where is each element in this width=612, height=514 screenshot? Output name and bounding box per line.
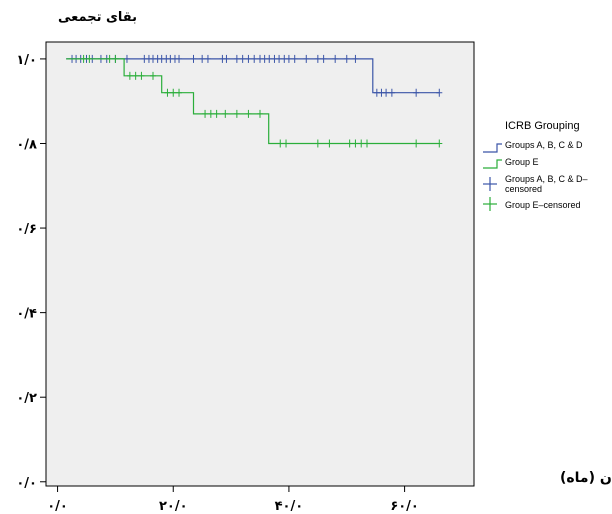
legend-label-censor-0-line1: Groups A, B, C & D–	[505, 174, 588, 184]
censor-mark	[245, 54, 252, 63]
censor-mark	[204, 54, 211, 63]
y-tick-label: ۱/۰	[16, 53, 37, 68]
x-tick-label: ۰/۰	[47, 499, 68, 514]
censor-mark	[112, 54, 119, 63]
censor-mark	[239, 54, 246, 63]
censor-mark	[413, 88, 420, 97]
censor-mark	[123, 54, 130, 63]
censor-mark	[207, 109, 214, 118]
censor-mark	[80, 54, 87, 63]
censor-mark	[222, 109, 229, 118]
censor-mark	[170, 88, 177, 97]
x-axis-title: زمان (ماه)	[560, 470, 612, 486]
legend-label-censor-1: Group E–censored	[505, 200, 581, 210]
y-tick-label: ۰/۶	[16, 222, 37, 237]
legend-label-censor-0: Groups A, B, C & D– censored	[505, 174, 590, 194]
series-layer	[66, 54, 443, 148]
y-tick-label: ۰/۸	[16, 137, 37, 152]
censor-mark	[138, 71, 145, 80]
censor-mark	[190, 54, 197, 63]
y-tick-label: ۰/۴	[16, 307, 37, 322]
censor-mark	[233, 109, 240, 118]
censor-mark	[314, 54, 321, 63]
censor-mark	[320, 54, 327, 63]
censor-mark	[176, 88, 183, 97]
censor-mark	[233, 54, 240, 63]
censor-mark	[150, 71, 156, 80]
legend-swatch-censor-1	[483, 197, 497, 211]
censor-mark	[202, 109, 209, 118]
legend-swatch-censor-0	[483, 177, 497, 191]
x-tick-label: ۶۰/۰	[390, 499, 419, 514]
censor-mark	[291, 54, 298, 63]
series-1	[66, 54, 443, 148]
censor-mark	[176, 54, 183, 63]
censor-mark	[164, 88, 171, 97]
censor-mark	[358, 139, 365, 148]
x-axis-ticks: ۰/۰ ۲۰/۰ ۴۰/۰ ۶۰/۰	[47, 486, 419, 514]
x-tick-label: ۲۰/۰	[159, 499, 188, 514]
censor-mark	[106, 54, 113, 63]
plot-area	[45, 41, 475, 487]
censor-mark	[436, 139, 443, 148]
censor-mark	[245, 109, 252, 118]
censor-mark	[277, 139, 284, 148]
censor-mark	[257, 109, 263, 118]
censor-mark	[303, 54, 310, 63]
censor-mark	[343, 54, 350, 63]
censor-mark	[266, 54, 273, 63]
censor-mark	[223, 54, 230, 63]
censor-mark	[436, 88, 443, 97]
censor-mark	[326, 139, 333, 148]
censor-mark	[332, 54, 339, 63]
censor-mark	[388, 88, 395, 97]
x-tick-label: ۴۰/۰	[275, 499, 304, 514]
censor-mark	[413, 139, 420, 148]
legend-label-series-0: Groups A, B, C & D	[505, 140, 583, 150]
censor-mark	[352, 139, 359, 148]
censor-mark	[346, 139, 353, 148]
y-tick-label: ۰/۰	[16, 476, 37, 491]
legend-label-censor-0-line2: censored	[505, 184, 542, 194]
censor-mark	[364, 139, 370, 148]
legend: ICRB Grouping Groups A, B, C & D Group E…	[483, 120, 590, 211]
censor-mark	[276, 54, 283, 63]
censor-mark	[383, 88, 390, 97]
censor-mark	[314, 139, 321, 148]
legend-title: ICRB Grouping	[505, 120, 580, 132]
censor-mark	[126, 71, 133, 80]
legend-swatch-series-0	[483, 143, 502, 153]
legend-swatch-series-1	[483, 159, 502, 169]
legend-label-series-1: Group E	[505, 157, 539, 167]
censor-mark	[213, 109, 220, 118]
y-axis-title: بقای تجمعی	[58, 10, 137, 25]
censor-mark	[86, 54, 93, 63]
censor-mark	[251, 54, 258, 63]
censor-mark	[132, 71, 139, 80]
y-tick-label: ۰/۲	[16, 391, 37, 406]
censor-mark	[285, 54, 292, 63]
censor-mark	[199, 54, 206, 63]
censor-mark	[352, 54, 359, 63]
censor-mark	[283, 139, 290, 148]
y-axis-ticks: ۰/۰ ۰/۲ ۰/۴ ۰/۶ ۰/۸ ۱/۰	[16, 53, 46, 491]
